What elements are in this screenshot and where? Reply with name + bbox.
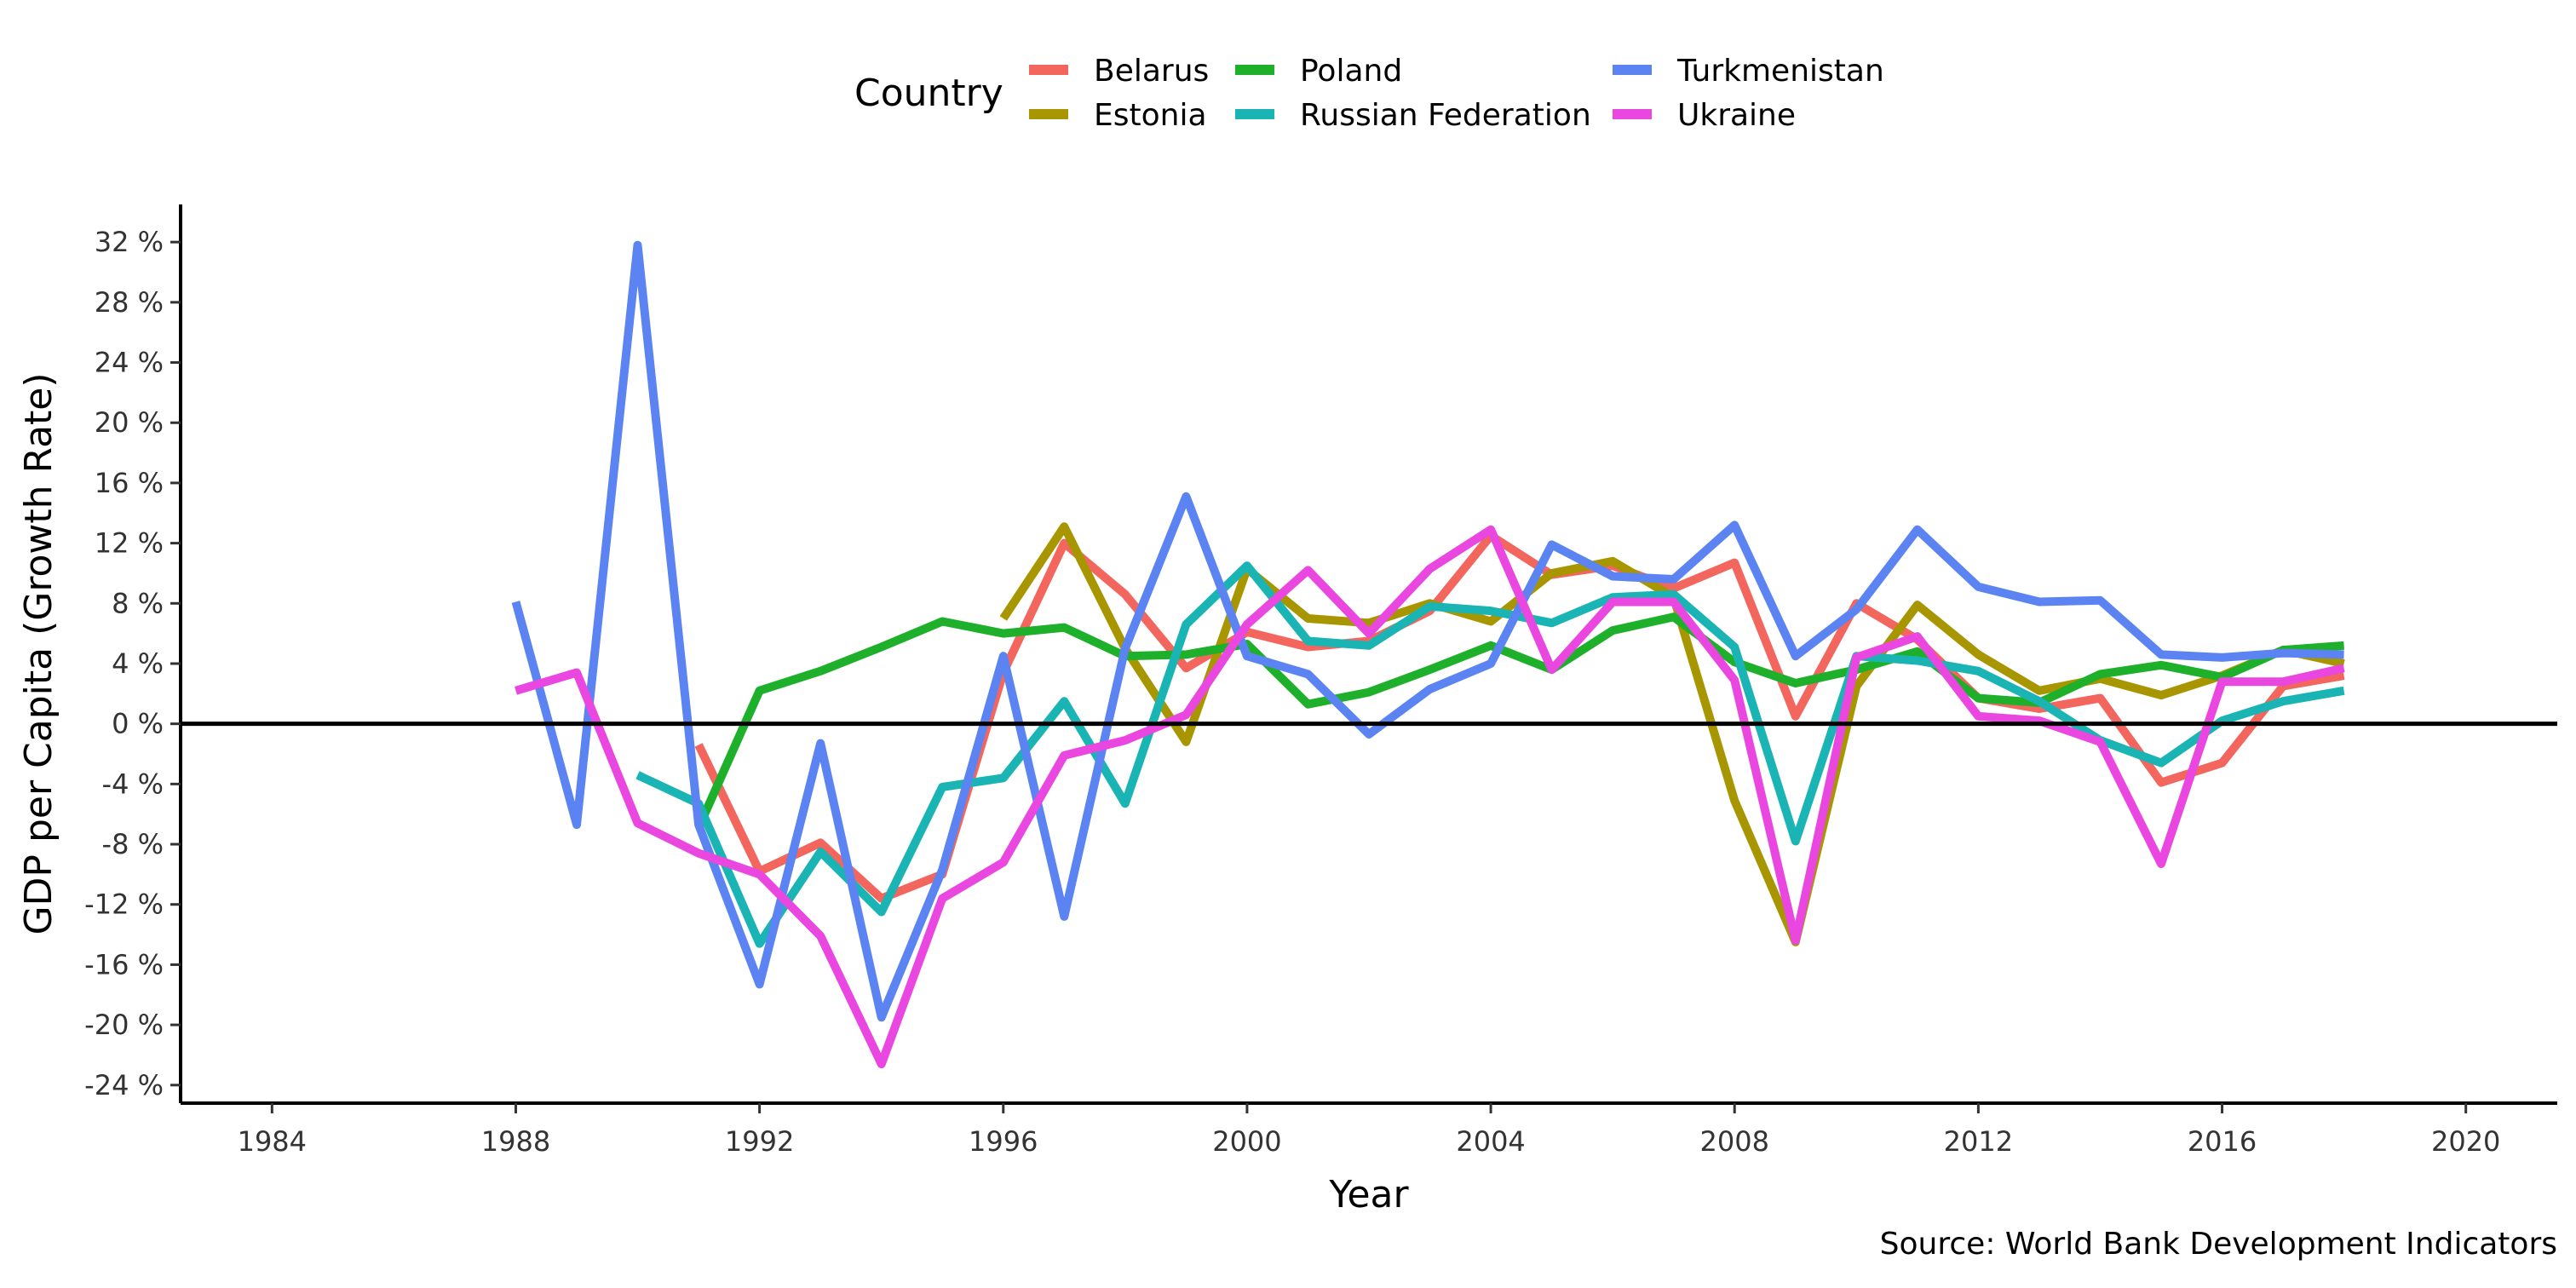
x-tick-label: 1988 [481,1125,550,1158]
y-tick-label: 28 % [95,286,164,319]
legend-title: Country [854,72,1003,115]
x-tick-label: 2008 [1700,1125,1769,1158]
x-tick-label: 1984 [238,1125,307,1158]
legend-label-ukraine: Ukraine [1677,98,1796,133]
y-axis-title: GDP per Capita (Growth Rate) [17,372,60,934]
x-tick-label: 1996 [969,1125,1038,1158]
series-line-turkmenistan [511,240,2344,1022]
x-tick-label: 2004 [1456,1125,1525,1158]
series-layer [511,240,2345,1069]
legend-label-poland: Poland [1300,54,1402,89]
legend-label-turkmenistan: Turkmenistan [1676,54,1884,89]
x-axis-ticks: 1984 1988 1992 1996 2000 2004 2008 2012 2016 2020 [238,1103,2500,1158]
y-tick-label: -4 % [102,768,164,800]
legend-label-russian-federation: Russian Federation [1300,98,1591,133]
y-tick-label: 20 % [95,406,164,439]
series-line-poland [694,612,2344,830]
legend-label-belarus: Belarus [1094,54,1209,89]
y-tick-label: 0 % [112,708,164,740]
y-tick-label: 24 % [95,347,164,379]
x-tick-label: 2012 [1944,1125,2013,1158]
y-tick-label: -12 % [84,888,164,921]
y-tick-label: -8 % [102,828,164,860]
legend: Country Belarus Estonia Poland Russian Fede… [854,54,1884,133]
y-axis-ticks: -24 % -20 % -16 % -12 % -8 % -4 % 0 % 4 % 8 % 12 … [84,226,181,1101]
x-tick-label: 2020 [2431,1125,2500,1158]
series-line-russian-federation [635,561,2345,948]
x-axis-title: Year [1328,1173,1409,1216]
source-caption: Source: World Bank Development Indicator… [1880,1227,2557,1262]
y-tick-label: 12 % [95,527,164,560]
x-tick-label: 2016 [2188,1125,2257,1158]
x-tick-label: 1992 [725,1125,794,1158]
y-tick-label: 32 % [95,226,164,258]
y-tick-label: -20 % [84,1009,164,1041]
series-line-ukraine [515,525,2345,1069]
legend-label-estonia: Estonia [1094,98,1207,133]
y-tick-label: -16 % [84,948,164,980]
y-tick-label: 4 % [112,647,164,680]
y-tick-label: -24 % [84,1069,164,1101]
y-tick-label: 16 % [95,467,164,499]
plot-area: 1984 1988 1992 1996 2000 2004 2008 2012 2016 2020… [84,204,2557,1158]
y-tick-label: 8 % [112,587,164,619]
x-tick-label: 2000 [1212,1125,1281,1158]
